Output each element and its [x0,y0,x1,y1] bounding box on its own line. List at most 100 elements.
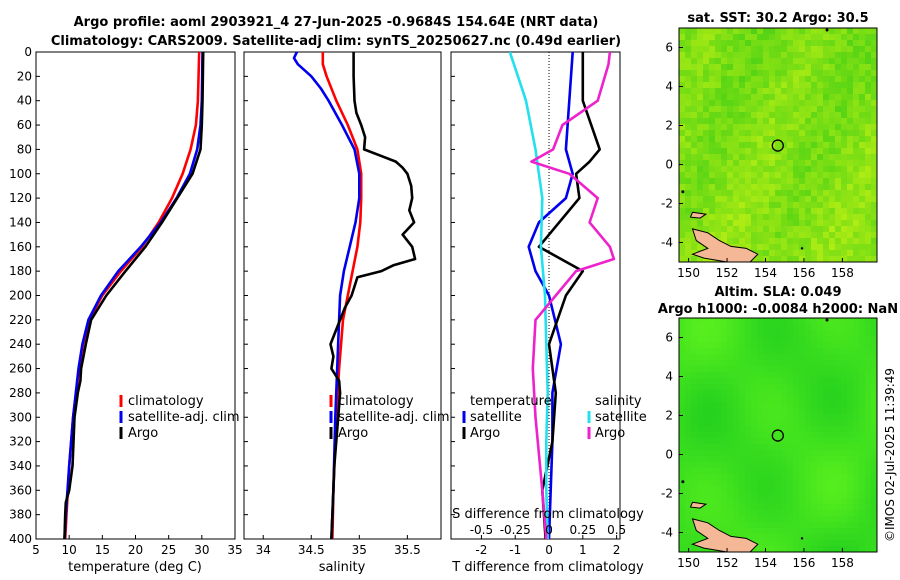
map-cell [685,136,691,142]
map-cell [823,504,829,510]
y-tick-label: 280 [9,386,32,400]
y-tick-label: 380 [9,508,32,522]
map-cell [817,402,823,408]
map-cell [691,256,697,262]
map-cell [691,480,697,486]
map-cell [739,444,745,450]
map-cell [757,408,763,414]
map-cell [853,528,859,534]
legend-t-argo-label: Argo [470,426,500,441]
map-cell [859,106,865,112]
map-cell [835,528,841,534]
map-cell [805,166,811,172]
map-cell [751,534,757,540]
map-cell [727,498,733,504]
map-cell [811,208,817,214]
map-cell [835,46,841,52]
map-cell [709,462,715,468]
series-line-s-argo [530,52,616,539]
map-cell [829,528,835,534]
map-cell [679,504,685,510]
map-cell [865,226,871,232]
map-cell [685,342,691,348]
map-cell [841,420,847,426]
map-cell [793,366,799,372]
map-cell [781,390,787,396]
map-cell [865,232,871,238]
map-cell [775,390,781,396]
map-cell [733,46,739,52]
map-cell [817,372,823,378]
x-tick-label: 2 [613,543,621,557]
map-cell [781,540,787,546]
map-cell [853,244,859,250]
map-cell [739,390,745,396]
map-cell [811,166,817,172]
map-cell [715,402,721,408]
map-cell [835,486,841,492]
map-cell [685,444,691,450]
map-cell [775,250,781,256]
map-cell [775,330,781,336]
s-tick-label: 0.5 [607,523,626,537]
map-cell [685,360,691,366]
map-cell [841,504,847,510]
map-cell [739,172,745,178]
map-cell [757,342,763,348]
map-cell [811,390,817,396]
map-cell [841,528,847,534]
map-cell [865,142,871,148]
map-cell [835,462,841,468]
map-cell [763,28,769,34]
map-cell [727,324,733,330]
map-cell [757,348,763,354]
map-cell [703,474,709,480]
map-cell [679,414,685,420]
map-cell [829,214,835,220]
map-cell [775,378,781,384]
map-cell [691,166,697,172]
map-cell [727,118,733,124]
map-cell [739,58,745,64]
map-cell [703,516,709,522]
map-cell [799,450,805,456]
map-cell [757,492,763,498]
map-cell [793,510,799,516]
map-cell [829,130,835,136]
map-cell [685,432,691,438]
map-cell [811,438,817,444]
x-tick-label: 35.5 [394,543,421,557]
map-cell [853,112,859,118]
map-cell [865,196,871,202]
map-cell [859,528,865,534]
map-cell [811,510,817,516]
map-cell [709,46,715,52]
map-cell [823,462,829,468]
map-cell [805,172,811,178]
map-cell [847,232,853,238]
map-cell [751,438,757,444]
map-cell [685,208,691,214]
map-cell [745,426,751,432]
map-cell [727,76,733,82]
map-cell [703,384,709,390]
map-cell [757,226,763,232]
map-cell [709,408,715,414]
map-cell [691,124,697,130]
map-cell [685,106,691,112]
map-cell [793,402,799,408]
map-cell [853,256,859,262]
map-cell [679,106,685,112]
map-cell [793,52,799,58]
map-cell [847,468,853,474]
map-cell [781,52,787,58]
map-cell [817,420,823,426]
map-cell [787,408,793,414]
map-cell [709,190,715,196]
map-cell [751,172,757,178]
map-cell [817,540,823,546]
map-cell [823,366,829,372]
map-cell [787,172,793,178]
map-cell [715,498,721,504]
map-cell [745,214,751,220]
